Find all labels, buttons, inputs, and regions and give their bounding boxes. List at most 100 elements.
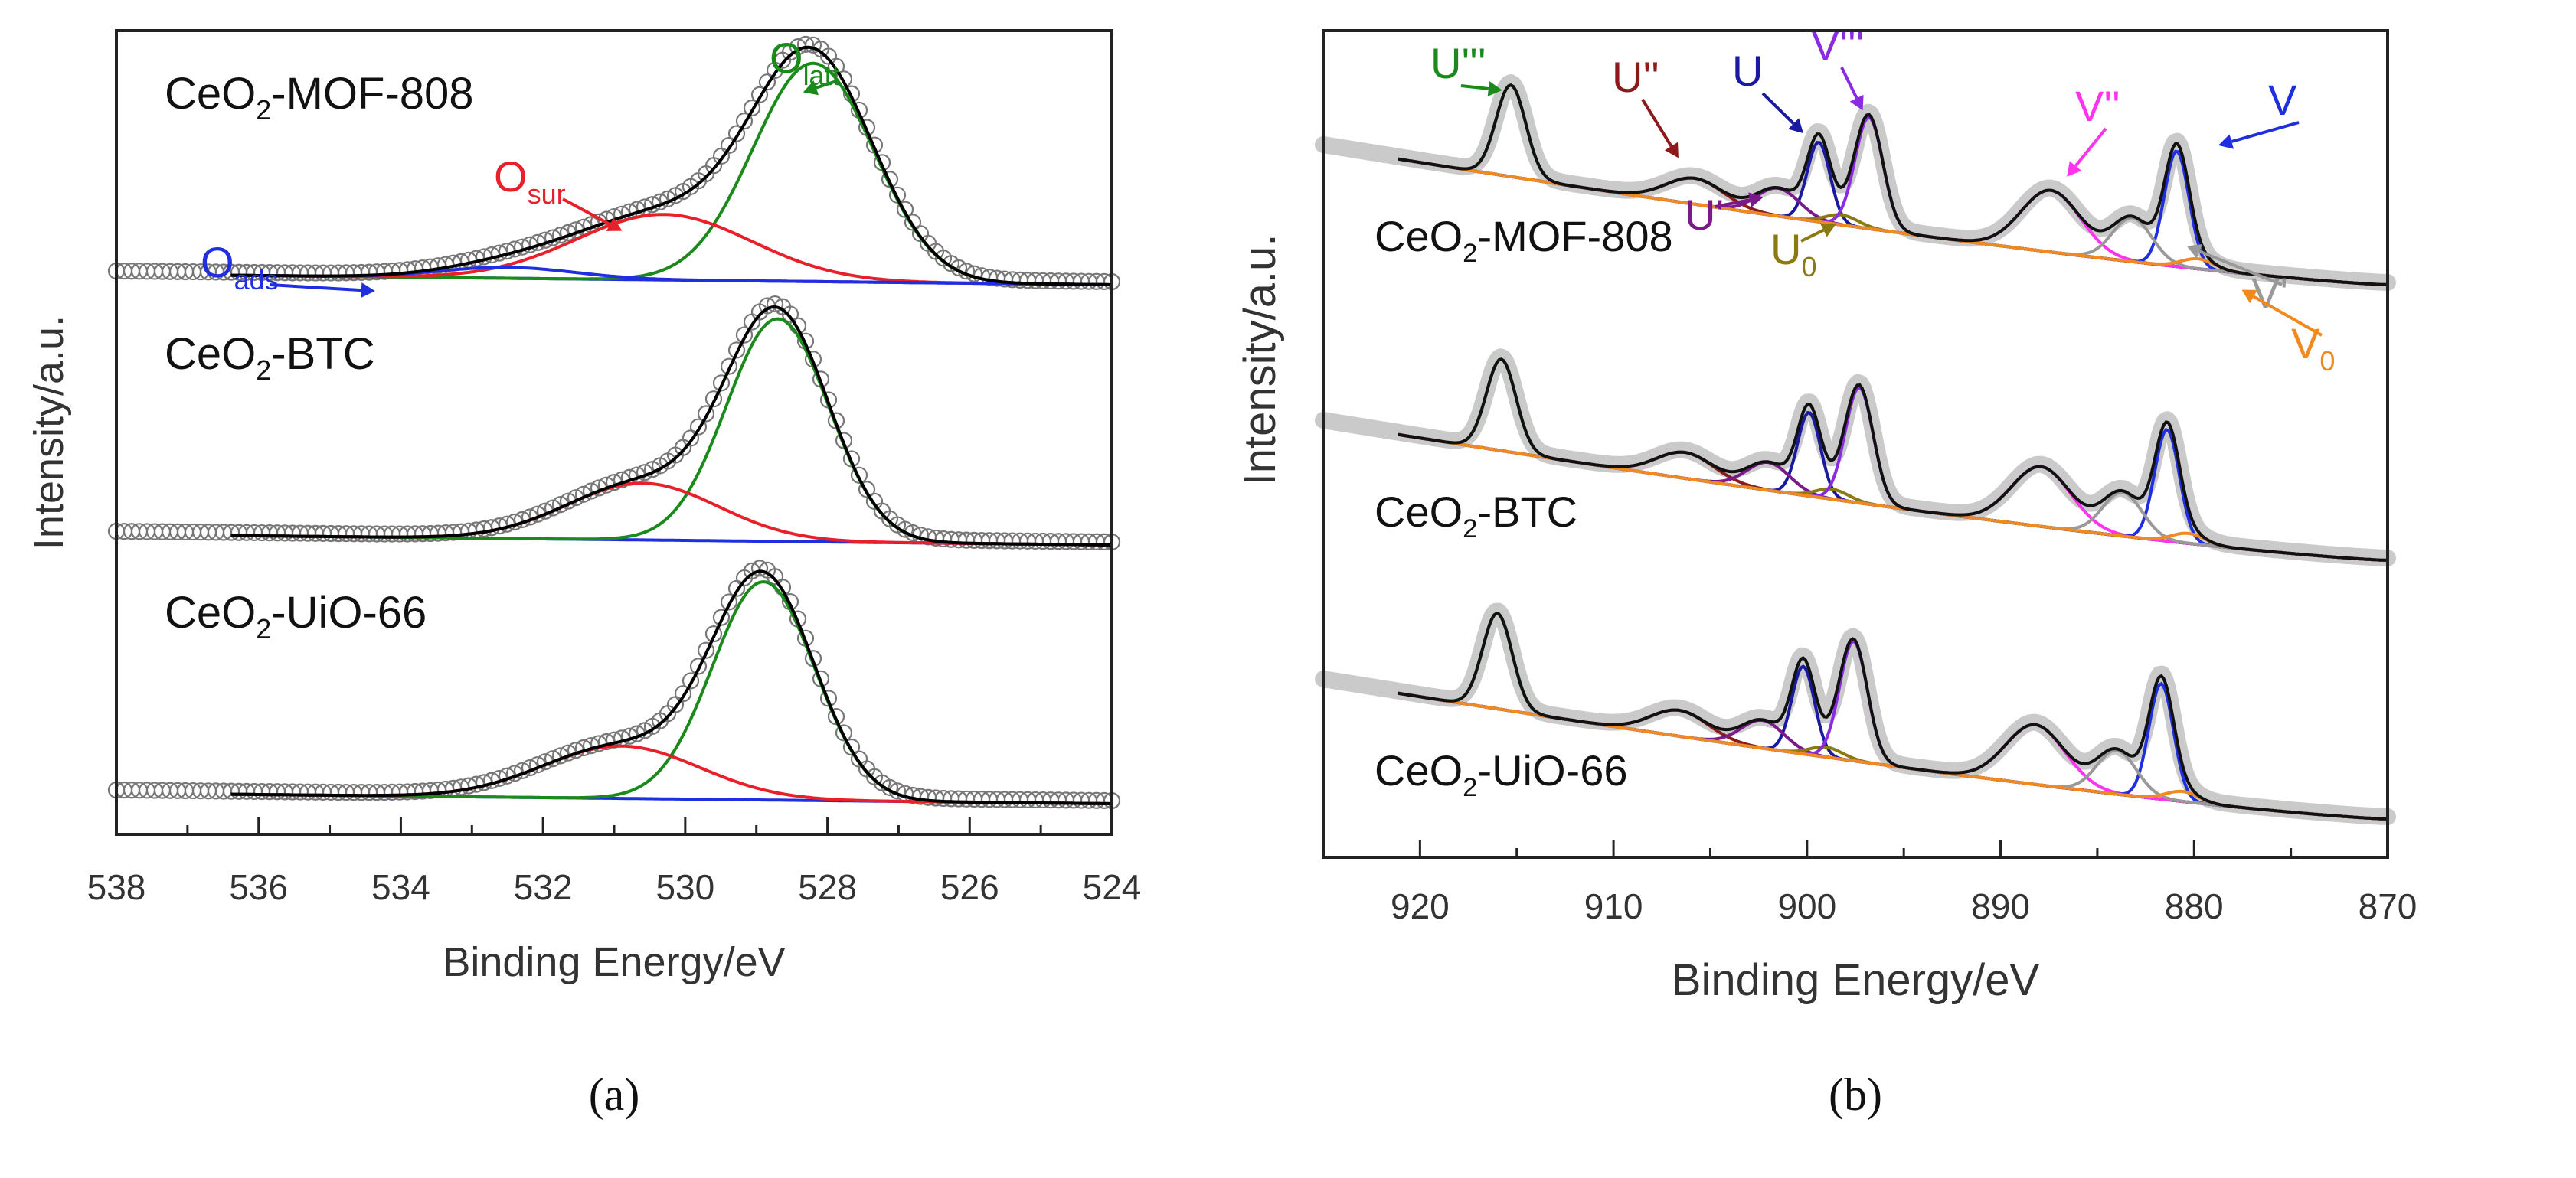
raw-data-point	[727, 125, 746, 142]
annotation-arrowhead	[803, 80, 819, 96]
x-tick-label: 532	[514, 867, 573, 907]
x-tick-label: 524	[1083, 867, 1142, 907]
x-tick-label: 526	[940, 867, 999, 907]
annotation-arrowhead	[1788, 118, 1803, 134]
sample-label: CeO2-MOF-808	[165, 69, 474, 126]
x-tick-label: 890	[1971, 886, 2030, 926]
annotation-label: V	[2268, 76, 2297, 124]
x-tick-label: 534	[371, 867, 430, 907]
raw-data-point	[682, 672, 700, 690]
annotation-arrowhead	[1487, 81, 1502, 96]
annotation-U: U	[1732, 47, 1803, 134]
spectrum-CeO2-BTC: CeO2-BTC	[1315, 348, 2396, 566]
x-tick-label: 530	[655, 867, 714, 907]
annotation-arrow	[1715, 198, 1751, 208]
panel-b-label: (b)	[1829, 1069, 1882, 1120]
x-tick-label: 900	[1777, 886, 1836, 926]
raw-data-point	[750, 86, 769, 103]
annotation-arrow	[2253, 295, 2323, 337]
sample-label-subscript: 2	[1463, 514, 1477, 543]
spectrum-CeO2-UiO-66: CeO2-UiO-66	[107, 560, 1121, 810]
annotation-arrowhead	[2241, 289, 2258, 304]
sample-label-subscript: 2	[256, 354, 271, 386]
annotation-arrowhead	[2067, 161, 2082, 177]
panel-a-y-axis-label: Intensity/a.u.	[26, 315, 72, 550]
annotation-label: V'	[2251, 269, 2288, 317]
raw-data-point	[712, 609, 731, 626]
annotation-U': U'	[1685, 191, 1764, 239]
raw-data-point	[896, 201, 914, 218]
panel-b-y-axis-label: Intensity/a.u.	[1235, 234, 1285, 486]
annotation-arrow	[1840, 67, 1858, 100]
raw-data-point	[835, 724, 853, 742]
raw-data-point	[720, 593, 738, 611]
fit-envelope	[1397, 611, 2388, 821]
raw-data-point	[697, 405, 715, 423]
x-tick-label: 870	[2359, 886, 2417, 926]
annotation-V''': V'''	[1811, 21, 1864, 111]
annotation-arrowhead	[606, 217, 623, 231]
raw-data-point	[750, 560, 769, 577]
sample-label-subscript: 2	[1463, 773, 1477, 802]
sample-label: CeO2-MOF-808	[1375, 212, 1673, 268]
annotation-label: U'	[1685, 191, 1724, 239]
annotation-arrow	[2074, 127, 2107, 168]
annotation-subscript: latt	[803, 60, 840, 91]
annotation-label: V'''	[1811, 21, 1864, 69]
annotation-arrow	[1641, 98, 1673, 148]
raw-data-point	[735, 326, 754, 344]
raw-data-point	[827, 57, 845, 75]
fit-envelope	[1397, 83, 2388, 286]
panel-b-frame	[1322, 29, 2389, 859]
fit-envelope	[230, 45, 1112, 286]
annotation-arrowhead	[1748, 192, 1764, 207]
annotation-arrow	[2231, 121, 2300, 143]
raw-data-point	[727, 341, 746, 359]
annotation-O_sur: Osur	[494, 152, 623, 231]
panel-a-x-axis-ticks: 538 536 534 532 530 528 526 524	[87, 817, 1142, 907]
sample-label-rest: -MOF-808	[271, 69, 473, 119]
raw-data-point	[850, 466, 868, 484]
raw-data-point	[689, 418, 708, 436]
annotation-arrow	[269, 283, 361, 292]
panel-a-label: (a)	[589, 1069, 640, 1120]
annotation-arrow	[1761, 92, 1795, 125]
raw-data-point	[796, 35, 815, 53]
annotation-arrow	[562, 197, 611, 226]
annotation-U''': U'''	[1430, 39, 1502, 96]
sample-label-subscript: 2	[1463, 239, 1477, 268]
fit-envelope	[1397, 357, 2388, 562]
x-tick-label: 538	[87, 867, 146, 907]
annotation-arrow	[1460, 84, 1489, 90]
annotation-arrow	[816, 79, 839, 90]
raw-data-point	[720, 136, 738, 155]
panel-a-o1s-chart: CeO2-MOF-808OlattOsurOadsCeO2-BTCCeO2-Ui…	[26, 29, 1142, 1120]
annotation-arrowhead	[1849, 94, 1864, 111]
x-tick-label: 536	[229, 867, 288, 907]
raw-data-point	[781, 305, 799, 323]
raw-data-point	[766, 295, 784, 313]
spectrum-CeO2-UiO-66: CeO2-UiO-66	[1315, 602, 2396, 825]
annotation-U'': U''	[1612, 53, 1679, 158]
raw-data-point	[842, 738, 861, 756]
x-tick-label: 920	[1391, 886, 1450, 926]
raw-data-point	[697, 641, 715, 659]
raw-data-point	[689, 658, 708, 675]
raw-data-point	[743, 99, 761, 117]
annotation-arrowhead	[1819, 223, 1836, 237]
raw-data-point	[735, 113, 754, 130]
annotation-label: U	[1732, 47, 1763, 95]
raw-data-point	[712, 374, 731, 392]
sample-label: CeO2-UiO-66	[165, 588, 427, 644]
raw-data-point	[674, 685, 692, 703]
raw-data-point	[858, 481, 876, 498]
panel-a-plot-area: CeO2-MOF-808OlattOsurOadsCeO2-BTCCeO2-Ui…	[107, 34, 1121, 810]
panel-b-x-axis-label: Binding Energy/eV	[1672, 955, 2040, 1005]
sample-label-subscript: 2	[256, 94, 271, 126]
x-tick-label: 910	[1584, 886, 1643, 926]
sample-label-rest: -BTC	[271, 329, 374, 379]
annotation-arrow	[2198, 250, 2283, 286]
